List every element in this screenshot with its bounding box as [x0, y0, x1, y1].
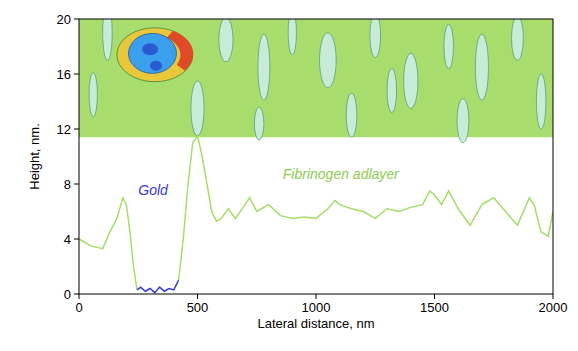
pit-deep: [150, 61, 162, 71]
y-axis-title: Height, nm.: [27, 123, 42, 189]
map-patch: [346, 93, 357, 137]
plot-frame: [79, 19, 553, 294]
x-tick: [79, 294, 80, 299]
y-tick-label: 4: [64, 232, 71, 247]
x-tick-label: 1000: [302, 300, 331, 315]
x-tick: [434, 294, 435, 299]
map-patch: [475, 34, 488, 100]
plot-area: [79, 19, 553, 293]
line-gold: [137, 280, 178, 292]
map-ground: [79, 19, 553, 137]
map-patch: [512, 19, 524, 60]
map-patch: [320, 33, 337, 88]
map-patch: [444, 25, 453, 69]
y-tick-label: 16: [57, 67, 71, 82]
map-patch: [387, 69, 396, 113]
map-patch: [288, 19, 296, 55]
pit-deep: [142, 43, 158, 55]
map-patch: [370, 19, 381, 58]
line-adlayer: [79, 136, 553, 290]
y-tick: [74, 129, 79, 130]
chart: 0 500 1000 1500 2000 0 4 8 12 16 20 Lateral distanc…: [0, 0, 578, 351]
y-tick-label: 8: [64, 177, 71, 192]
x-tick-label: 500: [187, 300, 209, 315]
map-patch: [457, 99, 469, 143]
map-patch: [258, 34, 270, 100]
annotation-gold: Gold: [138, 182, 169, 198]
afm-map: [79, 19, 553, 143]
x-tick: [553, 294, 554, 299]
y-tick-label: 12: [57, 122, 71, 137]
map-patch: [89, 73, 97, 117]
y-tick: [74, 19, 79, 20]
map-patch: [219, 19, 233, 62]
y-tick: [74, 239, 79, 240]
x-tick-label: 2000: [539, 300, 568, 315]
x-axis-title: Lateral distance, nm: [257, 316, 374, 331]
y-tick: [74, 294, 79, 295]
map-patch: [536, 74, 545, 129]
x-tick: [197, 294, 198, 299]
map-patch: [103, 19, 112, 60]
annotation-adlayer: Fibrinogen adlayer: [283, 166, 400, 182]
x-tick-label: 1500: [420, 300, 449, 315]
x-tick-label: 0: [75, 300, 82, 315]
map-patch: [254, 107, 263, 140]
y-tick: [74, 74, 79, 75]
pit-rim: [117, 28, 193, 82]
y-tick-label: 20: [57, 12, 71, 27]
map-patch: [191, 81, 204, 136]
y-tick: [74, 184, 79, 185]
y-tick-label: 0: [64, 287, 71, 302]
pit-floor: [128, 33, 176, 73]
map-patch: [404, 53, 418, 108]
x-tick: [316, 294, 317, 299]
